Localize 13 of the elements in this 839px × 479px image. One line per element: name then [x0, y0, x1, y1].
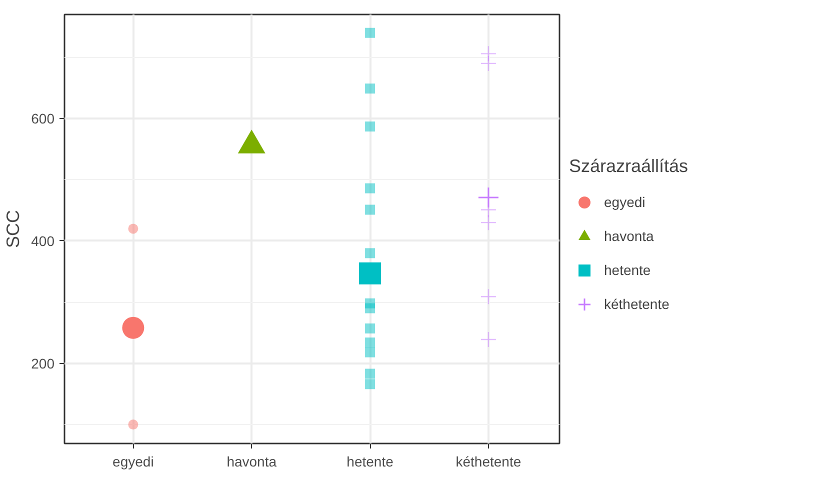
legend-label: hetente: [604, 262, 651, 278]
legend-label: egyedi: [604, 194, 646, 210]
legend-label: havonta: [604, 228, 654, 244]
legend-label: kéthetente: [604, 296, 670, 312]
x-tick-label: kéthetente: [456, 454, 522, 470]
y-axis-title: SCC: [3, 210, 24, 248]
y-tick-label: 600: [31, 110, 55, 127]
y-tick-label: 200: [31, 355, 55, 372]
x-tick-label: egyedi: [112, 454, 154, 470]
x-tick-label: havonta: [226, 454, 277, 470]
legend-title: Szárazraállítás: [569, 156, 688, 177]
y-tick-label: 400: [31, 232, 55, 249]
x-tick-label: hetente: [346, 454, 394, 470]
